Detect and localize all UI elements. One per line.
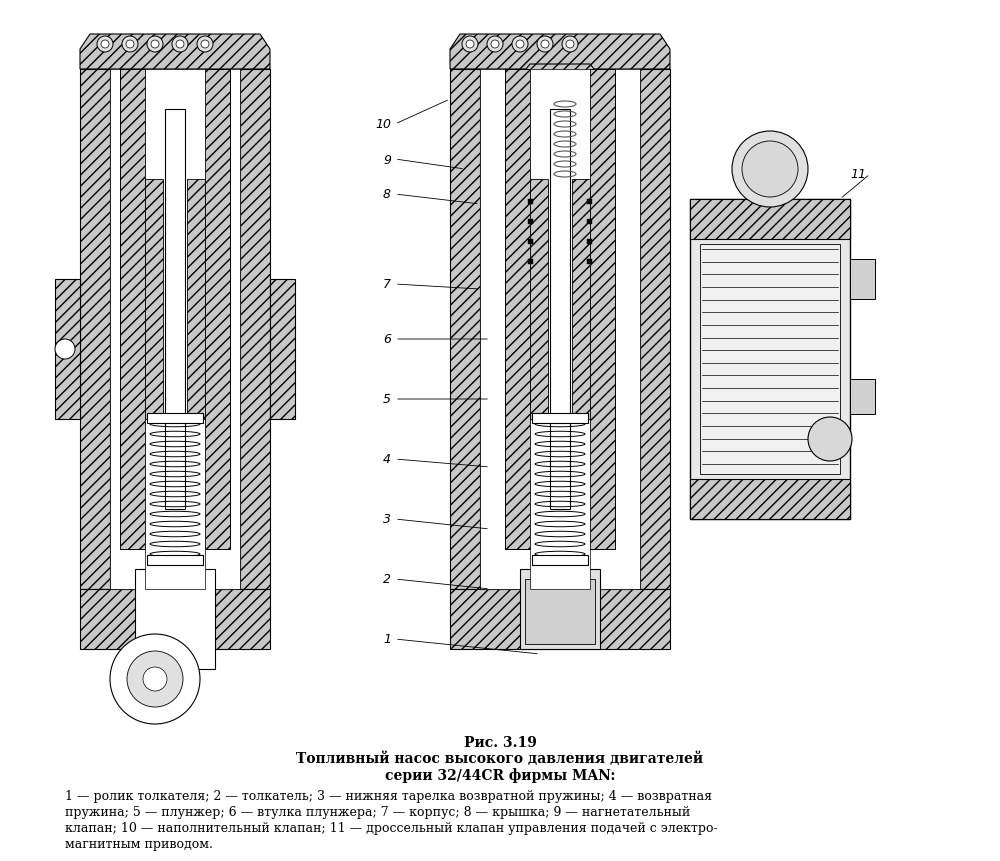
Bar: [587, 260, 592, 264]
Bar: [147, 413, 203, 424]
Bar: [528, 200, 533, 205]
Circle shape: [101, 41, 109, 49]
Bar: [690, 200, 850, 519]
Polygon shape: [205, 70, 230, 549]
Bar: [532, 413, 588, 424]
Polygon shape: [55, 280, 80, 419]
Circle shape: [197, 37, 213, 53]
Text: 9: 9: [383, 153, 391, 166]
Circle shape: [462, 37, 478, 53]
Circle shape: [122, 37, 138, 53]
Circle shape: [541, 41, 549, 49]
Circle shape: [566, 41, 574, 49]
Text: Топливный насос высокого давления двигателей: Топливный насос высокого давления двигат…: [296, 751, 704, 765]
Polygon shape: [510, 65, 610, 130]
Circle shape: [201, 41, 209, 49]
Text: 2: 2: [383, 573, 391, 585]
Text: 5: 5: [383, 393, 391, 406]
Text: пружина; 5 — плунжер; 6 — втулка плунжера; 7 — корпус; 8 — крышка; 9 — нагнетате: пружина; 5 — плунжер; 6 — втулка плунжер…: [65, 805, 690, 818]
Text: 8: 8: [383, 189, 391, 201]
Polygon shape: [572, 180, 590, 419]
Bar: [525, 579, 595, 644]
Text: 1 — ролик толкателя; 2 — толкатель; 3 — нижняя тарелка возвратной пружины; 4 — в: 1 — ролик толкателя; 2 — толкатель; 3 — …: [65, 789, 712, 802]
Circle shape: [126, 41, 134, 49]
Bar: [147, 555, 203, 566]
Text: 10: 10: [375, 118, 391, 132]
Bar: [520, 569, 600, 649]
Text: Рис. 3.19: Рис. 3.19: [464, 735, 536, 749]
Text: 1: 1: [383, 633, 391, 646]
Bar: [528, 239, 533, 245]
Polygon shape: [145, 180, 163, 419]
Circle shape: [732, 132, 808, 208]
Circle shape: [151, 41, 159, 49]
Circle shape: [127, 651, 183, 707]
Polygon shape: [450, 35, 670, 70]
Circle shape: [466, 41, 474, 49]
Polygon shape: [187, 180, 205, 419]
Bar: [530, 70, 590, 589]
Bar: [165, 110, 185, 510]
Bar: [587, 239, 592, 245]
Polygon shape: [530, 180, 548, 419]
Polygon shape: [120, 70, 145, 549]
Circle shape: [808, 418, 852, 461]
Text: 7: 7: [383, 278, 391, 291]
Bar: [450, 589, 670, 649]
Text: 11: 11: [850, 168, 866, 182]
Circle shape: [97, 37, 113, 53]
Circle shape: [487, 37, 503, 53]
Bar: [528, 260, 533, 264]
Polygon shape: [80, 35, 270, 70]
Circle shape: [55, 339, 75, 360]
Polygon shape: [270, 280, 295, 419]
Bar: [700, 245, 840, 474]
Polygon shape: [590, 70, 615, 549]
Circle shape: [176, 41, 184, 49]
Circle shape: [537, 37, 553, 53]
Circle shape: [110, 635, 200, 724]
Bar: [528, 220, 533, 225]
Text: 4: 4: [383, 453, 391, 466]
Bar: [850, 380, 875, 414]
Circle shape: [147, 37, 163, 53]
Circle shape: [742, 142, 798, 198]
Bar: [587, 220, 592, 225]
Circle shape: [562, 37, 578, 53]
Circle shape: [516, 41, 524, 49]
Bar: [587, 200, 592, 205]
Text: серии 32/44CR фирмы MAN:: серии 32/44CR фирмы MAN:: [385, 767, 615, 782]
Polygon shape: [450, 70, 480, 589]
Bar: [690, 200, 850, 239]
Text: клапан; 10 — наполнительный клапан; 11 — дроссельный клапан управления подачей с: клапан; 10 — наполнительный клапан; 11 —…: [65, 821, 718, 834]
Bar: [532, 555, 588, 566]
Circle shape: [491, 41, 499, 49]
Bar: [690, 480, 850, 519]
Text: 6: 6: [383, 333, 391, 346]
Bar: [135, 569, 215, 669]
Polygon shape: [80, 70, 110, 589]
Text: магнитным приводом.: магнитным приводом.: [65, 837, 213, 850]
Bar: [80, 589, 270, 649]
Bar: [550, 110, 570, 510]
Circle shape: [143, 667, 167, 691]
Circle shape: [512, 37, 528, 53]
Bar: [850, 260, 875, 300]
Polygon shape: [240, 70, 270, 589]
Polygon shape: [640, 70, 670, 589]
Bar: [480, 70, 640, 589]
Polygon shape: [505, 70, 530, 549]
Bar: [110, 70, 240, 589]
Bar: [145, 70, 205, 589]
Text: 3: 3: [383, 513, 391, 526]
Circle shape: [172, 37, 188, 53]
